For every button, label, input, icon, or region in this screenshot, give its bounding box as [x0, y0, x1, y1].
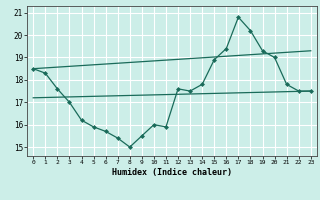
X-axis label: Humidex (Indice chaleur): Humidex (Indice chaleur) — [112, 168, 232, 177]
